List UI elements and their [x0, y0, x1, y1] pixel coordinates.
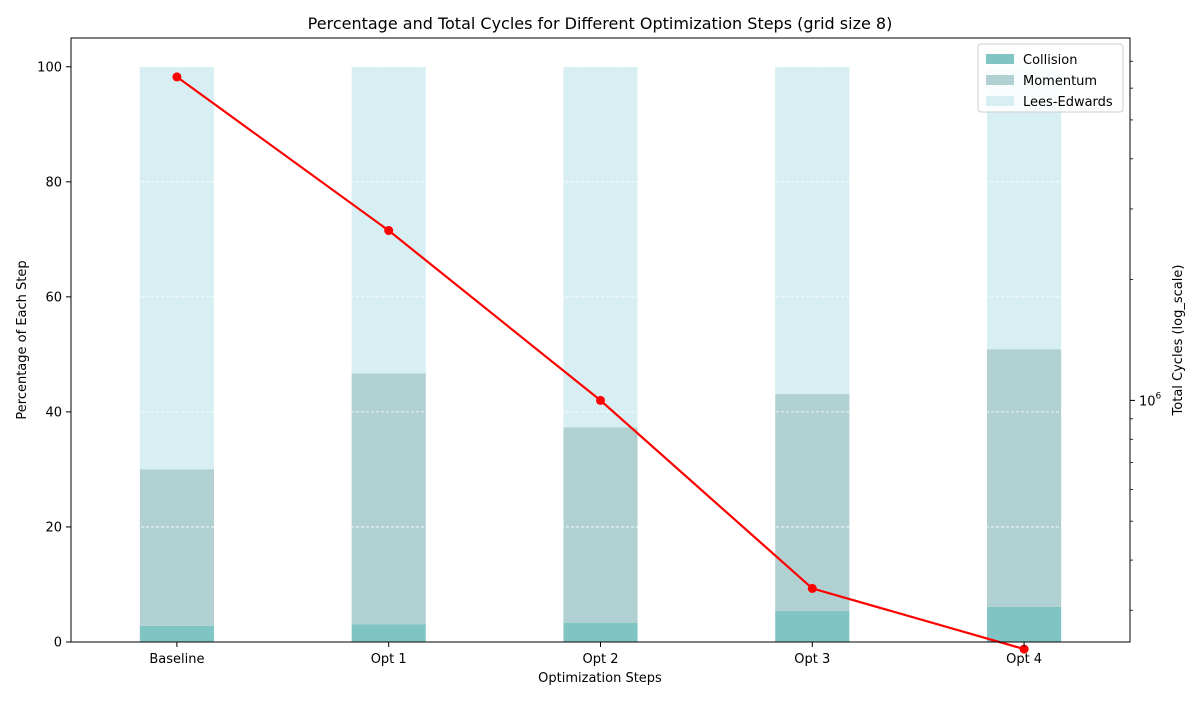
axes-layer: 0 20 40 60 80 100 Baseline Opt 1 Opt 2 Opt 3 Opt 4… [37, 37, 1162, 667]
bar-momentum-0 [139, 469, 214, 626]
legend-box [977, 43, 1124, 113]
cycles-point-3 [807, 583, 817, 593]
legend-label-2: Lees-Edwards [1023, 95, 1113, 110]
cycles-line-layer [172, 72, 1029, 654]
legend-swatch-0 [986, 54, 1014, 64]
legend-label-0: Collision [1023, 53, 1077, 68]
legend-label-1: Momentum [1023, 74, 1097, 89]
bar-collision-0 [139, 625, 214, 642]
bar-collision-2 [563, 623, 638, 642]
cycles-point-2 [596, 395, 605, 405]
bar-lees-edwards-3 [775, 66, 850, 395]
bar-lees-edwards-0 [139, 66, 214, 470]
bar-collision-1 [351, 624, 426, 642]
y-axis-label: Percentage of Each Step [15, 260, 30, 419]
y2-tick-label-base: 10 [1139, 394, 1156, 409]
legend: Collision Momentum Lees-Edwards [977, 43, 1124, 113]
bar-collision-4 [987, 606, 1062, 642]
bar-momentum-4 [987, 349, 1062, 607]
y-tick-label-2: 40 [45, 405, 62, 420]
cycles-point-4 [1019, 644, 1029, 654]
y-tick-label-0: 0 [54, 636, 62, 651]
x-tick-label-4: Opt 4 [1006, 652, 1042, 667]
bar-lees-edwards-4 [987, 66, 1062, 350]
legend-swatch-1 [986, 75, 1014, 85]
bars-layer [139, 66, 1062, 642]
x-tick-label-0: Baseline [149, 652, 204, 667]
chart-title: Percentage and Total Cycles for Differen… [308, 14, 893, 33]
cycles-point-0 [172, 72, 182, 82]
y2-tick-label-exponent: 6 [1156, 391, 1162, 401]
y-tick-label-4: 80 [45, 175, 62, 190]
bar-momentum-1 [351, 373, 426, 625]
x-axis-label: Optimization Steps [538, 671, 662, 686]
x-tick-label-2: Opt 2 [583, 652, 619, 667]
cycles-point-1 [384, 226, 394, 236]
y2-tick-label: 106 [1139, 391, 1162, 409]
y-tick-label-1: 20 [45, 520, 62, 535]
y-tick-label-3: 60 [45, 290, 62, 305]
x-tick-label-3: Opt 3 [794, 652, 830, 667]
y2-axis-label: Total Cycles (log_scale) [1171, 265, 1186, 417]
legend-swatch-2 [986, 96, 1014, 106]
bar-momentum-3 [775, 394, 850, 611]
bar-lees-edwards-1 [351, 66, 426, 374]
x-tick-label-1: Opt 1 [371, 652, 407, 667]
y-tick-label-5: 100 [37, 60, 62, 75]
bar-momentum-2 [563, 427, 638, 624]
bar-lees-edwards-2 [563, 66, 638, 428]
bar-collision-3 [775, 610, 850, 642]
